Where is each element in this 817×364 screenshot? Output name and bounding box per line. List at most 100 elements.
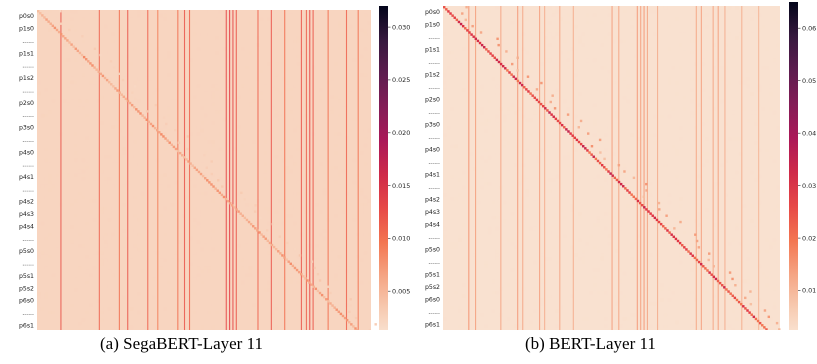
heatmap-cell (178, 225, 182, 229)
column-stripe (517, 6, 519, 330)
heatmap-cell (337, 99, 342, 103)
heatmap-cell (690, 77, 694, 81)
heatmap-cell (461, 77, 466, 81)
off-diagonal-cell (162, 116, 166, 119)
heatmap-cell (74, 58, 78, 62)
heatmap-cell (363, 58, 368, 62)
heatmap-cell (723, 268, 728, 272)
diagonal-cell (204, 177, 207, 180)
heatmap-cell (322, 180, 327, 185)
heatmap-cell (281, 76, 286, 81)
heatmap-cell (682, 133, 687, 138)
heatmap-cell (514, 324, 518, 329)
heatmap-cell (55, 243, 60, 248)
heatmap-cell (170, 258, 175, 263)
heatmap-cell (74, 21, 78, 25)
heatmap-cell (322, 269, 327, 274)
heatmap-cell (92, 76, 97, 81)
heatmap-cell (359, 280, 364, 285)
heatmap-cell (510, 241, 515, 246)
y-tick-label: ...... (428, 34, 440, 41)
heatmap-cell (178, 318, 182, 322)
heatmap-cell (204, 47, 208, 51)
heatmap-cell (85, 273, 89, 278)
off-diagonal-cell (526, 75, 530, 78)
heatmap-cell (140, 247, 145, 252)
diagonal-cell (464, 27, 467, 30)
heatmap-cell (630, 245, 634, 250)
diagonal-cell (554, 117, 558, 121)
heatmap-cell (765, 65, 769, 70)
heatmap-cell (37, 173, 41, 177)
heatmap-cell (682, 95, 687, 100)
heatmap-cell (211, 228, 216, 233)
heatmap-cell (570, 181, 575, 186)
heatmap-cell (296, 147, 301, 152)
heatmap-cell (551, 107, 556, 111)
diagonal-cell (239, 212, 242, 215)
diagonal-cell (716, 279, 720, 283)
heatmap-cell (337, 169, 342, 174)
heatmap-cell (667, 286, 672, 291)
diagonal-cell (89, 62, 92, 65)
heatmap-cell (562, 193, 567, 197)
heatmap-cell (592, 122, 597, 126)
heatmap-cell (443, 316, 447, 321)
diagonal-cell (91, 64, 94, 67)
heatmap-cell (517, 204, 522, 209)
diagonal-cell (237, 210, 240, 213)
diagonal-cell (699, 262, 703, 266)
heatmap-cell (697, 283, 702, 287)
diagonal-cell (112, 85, 115, 88)
heatmap-cell (285, 199, 290, 203)
diagonal-cell (575, 138, 579, 142)
heatmap-cell (742, 316, 747, 321)
heatmap-cell (450, 144, 455, 149)
heatmap-cell (559, 73, 563, 78)
heatmap-cell (566, 50, 571, 55)
heatmap-cell (163, 132, 167, 137)
off-diagonal-cell (511, 62, 514, 66)
heatmap-cell (88, 28, 93, 33)
diagonal-cell (160, 133, 163, 136)
y-tick-label: ...... (428, 159, 440, 166)
heatmap-cell (281, 180, 286, 185)
heatmap-cell (630, 279, 634, 284)
heatmap-cell (589, 290, 593, 295)
heatmap-cell (491, 200, 496, 205)
heatmap-cell (100, 210, 104, 215)
diagonal-cell (312, 285, 315, 288)
heatmap-cell (237, 132, 242, 137)
diagonal-cell (272, 245, 276, 249)
heatmap-cell (742, 290, 747, 295)
heatmap-cell (577, 238, 582, 242)
heatmap-cell (107, 269, 112, 274)
heatmap-cell (551, 88, 556, 93)
heatmap-cell (735, 6, 739, 10)
heatmap-cell (96, 136, 101, 140)
heatmap-cell (51, 154, 56, 159)
heatmap-cell (708, 320, 713, 325)
diagonal-cell (655, 218, 659, 222)
heatmap-cell (585, 256, 590, 261)
heatmap-cell (517, 313, 522, 317)
heatmap-cell (319, 306, 323, 311)
heatmap-cell (690, 20, 694, 25)
diagonal-cell (468, 31, 471, 34)
heatmap-cell (461, 47, 466, 51)
heatmap-cell (727, 32, 732, 36)
diagonal-cell (763, 326, 766, 329)
heatmap-cell (140, 210, 145, 215)
diagonal-cell (197, 170, 201, 174)
off-diagonal-cell (566, 113, 570, 116)
heatmap-cell (626, 114, 631, 119)
off-diagonal-cell (673, 227, 676, 230)
heatmap-cell (480, 122, 485, 126)
heatmap-cell (163, 306, 167, 311)
diagonal-cell (220, 193, 224, 197)
heatmap-cell (267, 132, 271, 137)
diagonal-cell (480, 43, 484, 47)
heatmap-cell (731, 320, 736, 325)
heatmap-cell (166, 232, 171, 237)
heatmap-cell (103, 180, 108, 185)
